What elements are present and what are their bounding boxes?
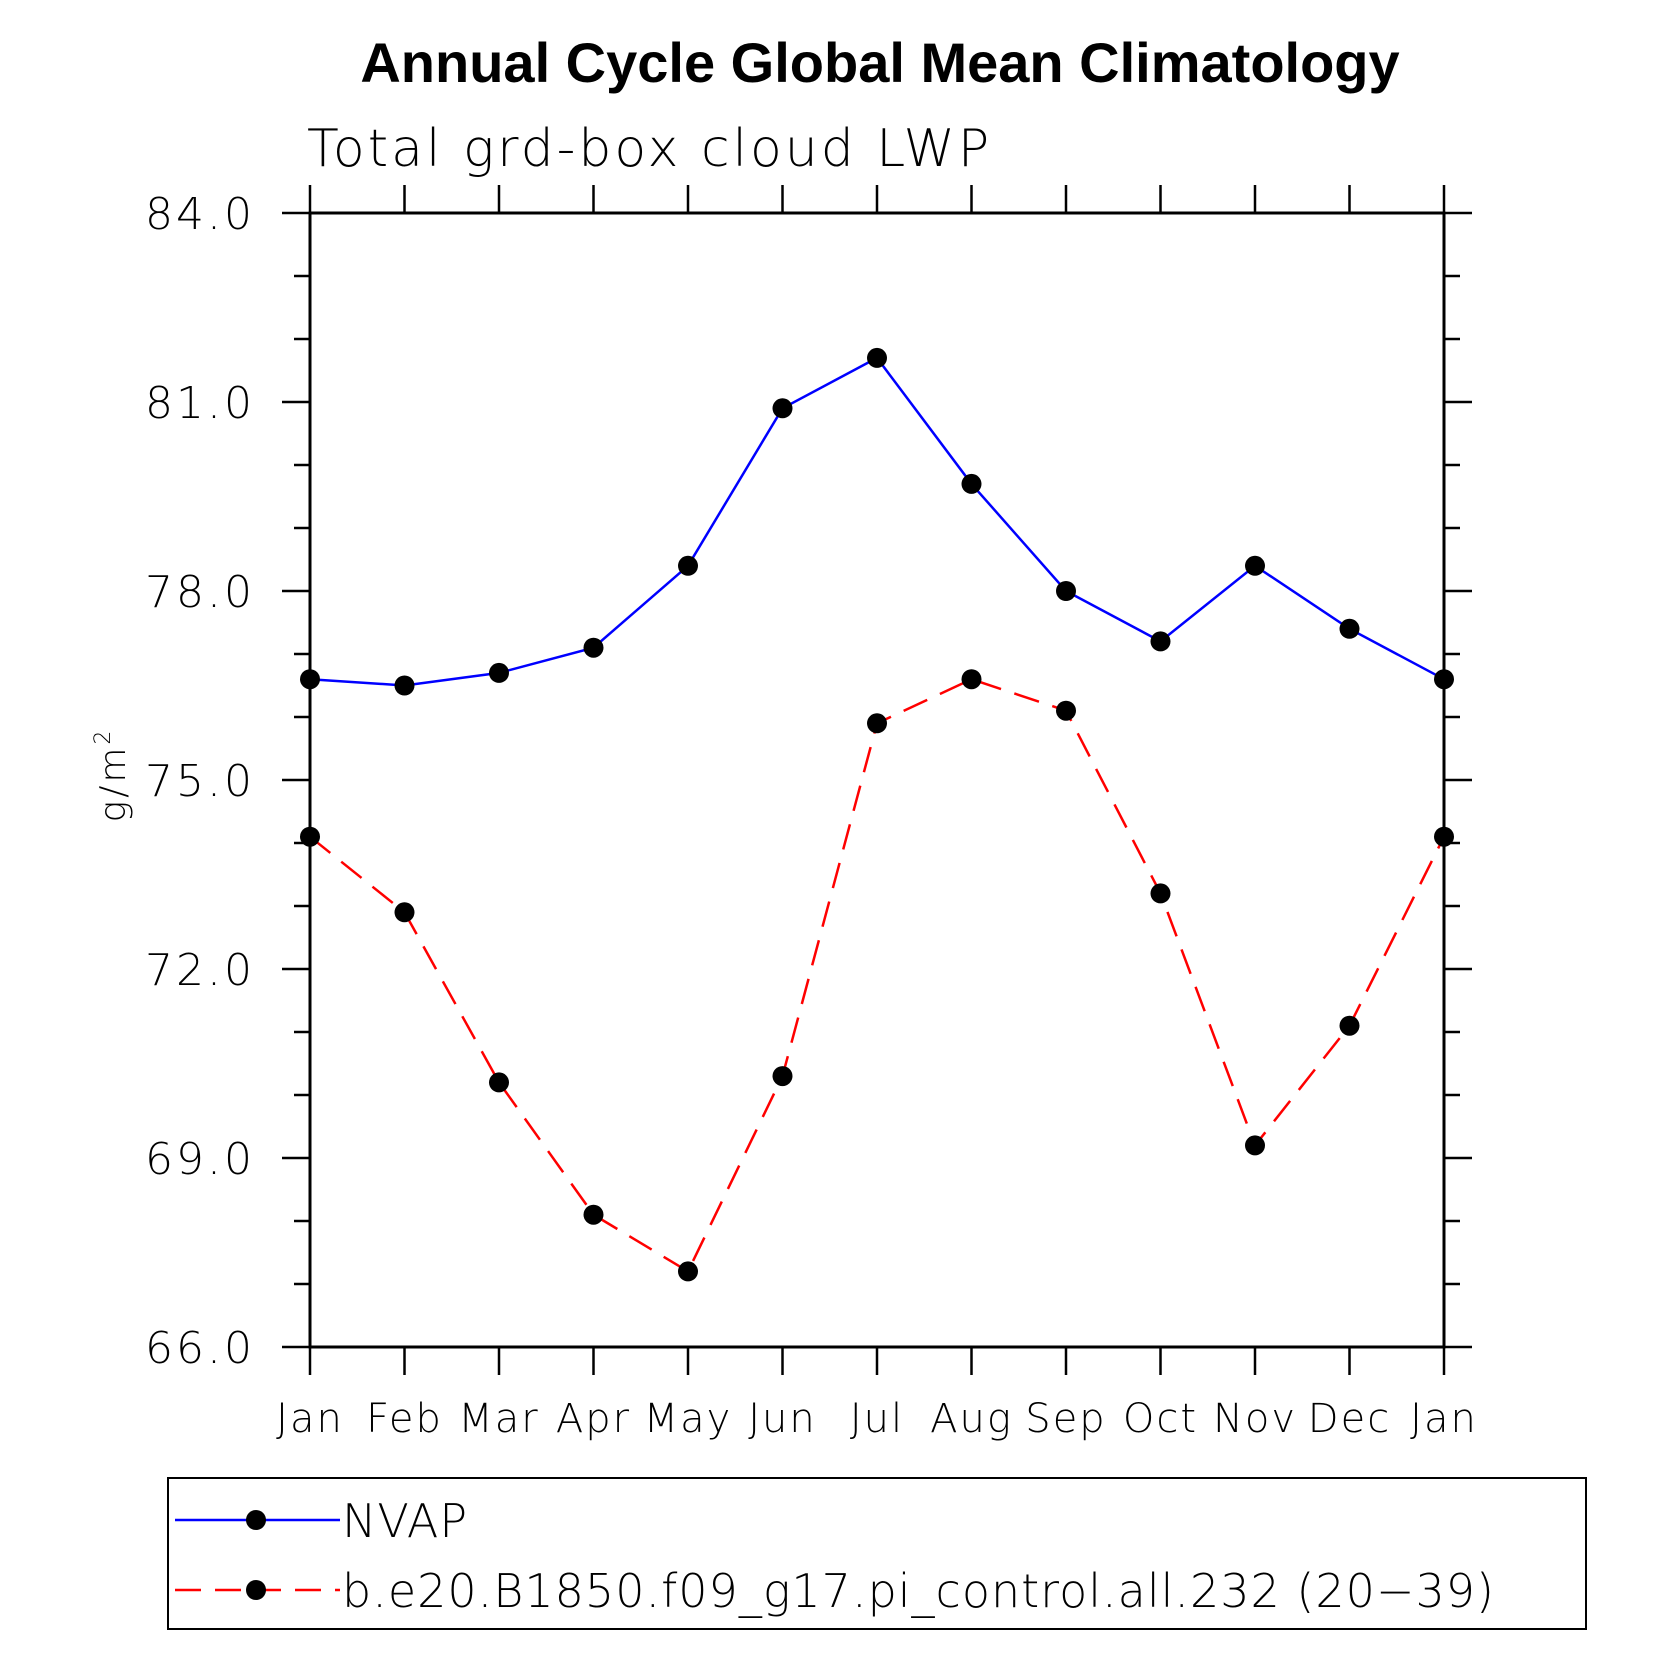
y-tick-label: 84.0 bbox=[145, 189, 255, 240]
legend: NVAP b.e20.B1850.f09_g17.pi_control.all.2… bbox=[167, 1477, 1587, 1630]
y-tick-label: 66.0 bbox=[145, 1323, 255, 1374]
x-tick-label: Jul bbox=[850, 1396, 904, 1442]
x-tick-label: Oct bbox=[1123, 1396, 1198, 1442]
x-tick-label: Jan bbox=[276, 1396, 344, 1442]
legend-box bbox=[167, 1477, 1587, 1630]
data-point bbox=[961, 473, 982, 494]
plot-area bbox=[300, 347, 1454, 1282]
data-point bbox=[394, 675, 415, 696]
data-point bbox=[867, 713, 887, 734]
data-point bbox=[867, 347, 887, 368]
y-tick-label: 69.0 bbox=[145, 1134, 255, 1185]
data-point bbox=[1150, 631, 1171, 652]
y-axis-label-text: g/m bbox=[93, 745, 134, 823]
y-tick-label: 75.0 bbox=[145, 756, 255, 807]
data-point bbox=[489, 1072, 509, 1093]
legend-label: b.e20.B1850.f09_g17.pi_control.all.232 (… bbox=[342, 1564, 1495, 1618]
data-point bbox=[300, 669, 320, 690]
data-point bbox=[300, 826, 320, 847]
data-point bbox=[1245, 1135, 1265, 1156]
x-tick-label: Feb bbox=[366, 1396, 443, 1442]
data-point bbox=[678, 1261, 698, 1282]
data-point bbox=[1245, 555, 1265, 576]
x-tick-label: Sep bbox=[1025, 1396, 1106, 1442]
data-point bbox=[961, 669, 982, 690]
series-line bbox=[309, 356, 1445, 687]
data-point bbox=[583, 637, 604, 658]
series-line bbox=[309, 677, 1446, 1274]
x-tick-label: May bbox=[644, 1396, 733, 1442]
chart-title: Annual Cycle Global Mean Climatology bbox=[360, 31, 1399, 94]
y-tick-label: 72.0 bbox=[145, 945, 255, 996]
x-tick-label: Dec bbox=[1308, 1396, 1391, 1442]
legend-marker bbox=[246, 1580, 266, 1600]
data-point bbox=[489, 662, 509, 683]
data-point bbox=[678, 555, 698, 576]
data-point bbox=[1339, 1015, 1360, 1036]
data-point bbox=[1150, 883, 1171, 904]
data-point bbox=[1339, 618, 1360, 639]
x-axis: Jan Feb Mar Apr May Jun Jul Aug Sep Oct Nov Dec Jan bbox=[276, 185, 1478, 1442]
data-point bbox=[1056, 700, 1076, 721]
x-tick-label: Nov bbox=[1213, 1396, 1297, 1442]
y-tick-label: 78.0 bbox=[145, 567, 255, 618]
data-point bbox=[1056, 581, 1076, 601]
x-tick-label: Apr bbox=[556, 1396, 631, 1442]
y-axis-label: g/m2 bbox=[91, 728, 134, 823]
x-tick-label: Jun bbox=[748, 1396, 817, 1442]
plot-frame bbox=[308, 211, 1446, 1349]
data-point bbox=[1434, 826, 1454, 847]
legend-marker bbox=[246, 1510, 266, 1530]
data-point bbox=[772, 398, 793, 419]
y-axis-label-superscript: 2 bbox=[91, 728, 116, 745]
data-point bbox=[772, 1066, 793, 1087]
x-tick-label: Jan bbox=[1410, 1396, 1478, 1442]
x-tick-label: Aug bbox=[930, 1396, 1013, 1442]
y-axis: 66.0 69.0 72.0 75.0 78.0 81.0 84.0 bbox=[145, 189, 1472, 1374]
x-tick-label: Mar bbox=[458, 1396, 539, 1442]
data-point bbox=[583, 1204, 604, 1225]
y-tick-label: 81.0 bbox=[145, 378, 255, 429]
legend-label: NVAP bbox=[342, 1494, 468, 1548]
data-point bbox=[1434, 669, 1454, 690]
data-point bbox=[394, 902, 415, 923]
chart-subtitle: Total grd-box cloud LWP bbox=[307, 119, 992, 179]
